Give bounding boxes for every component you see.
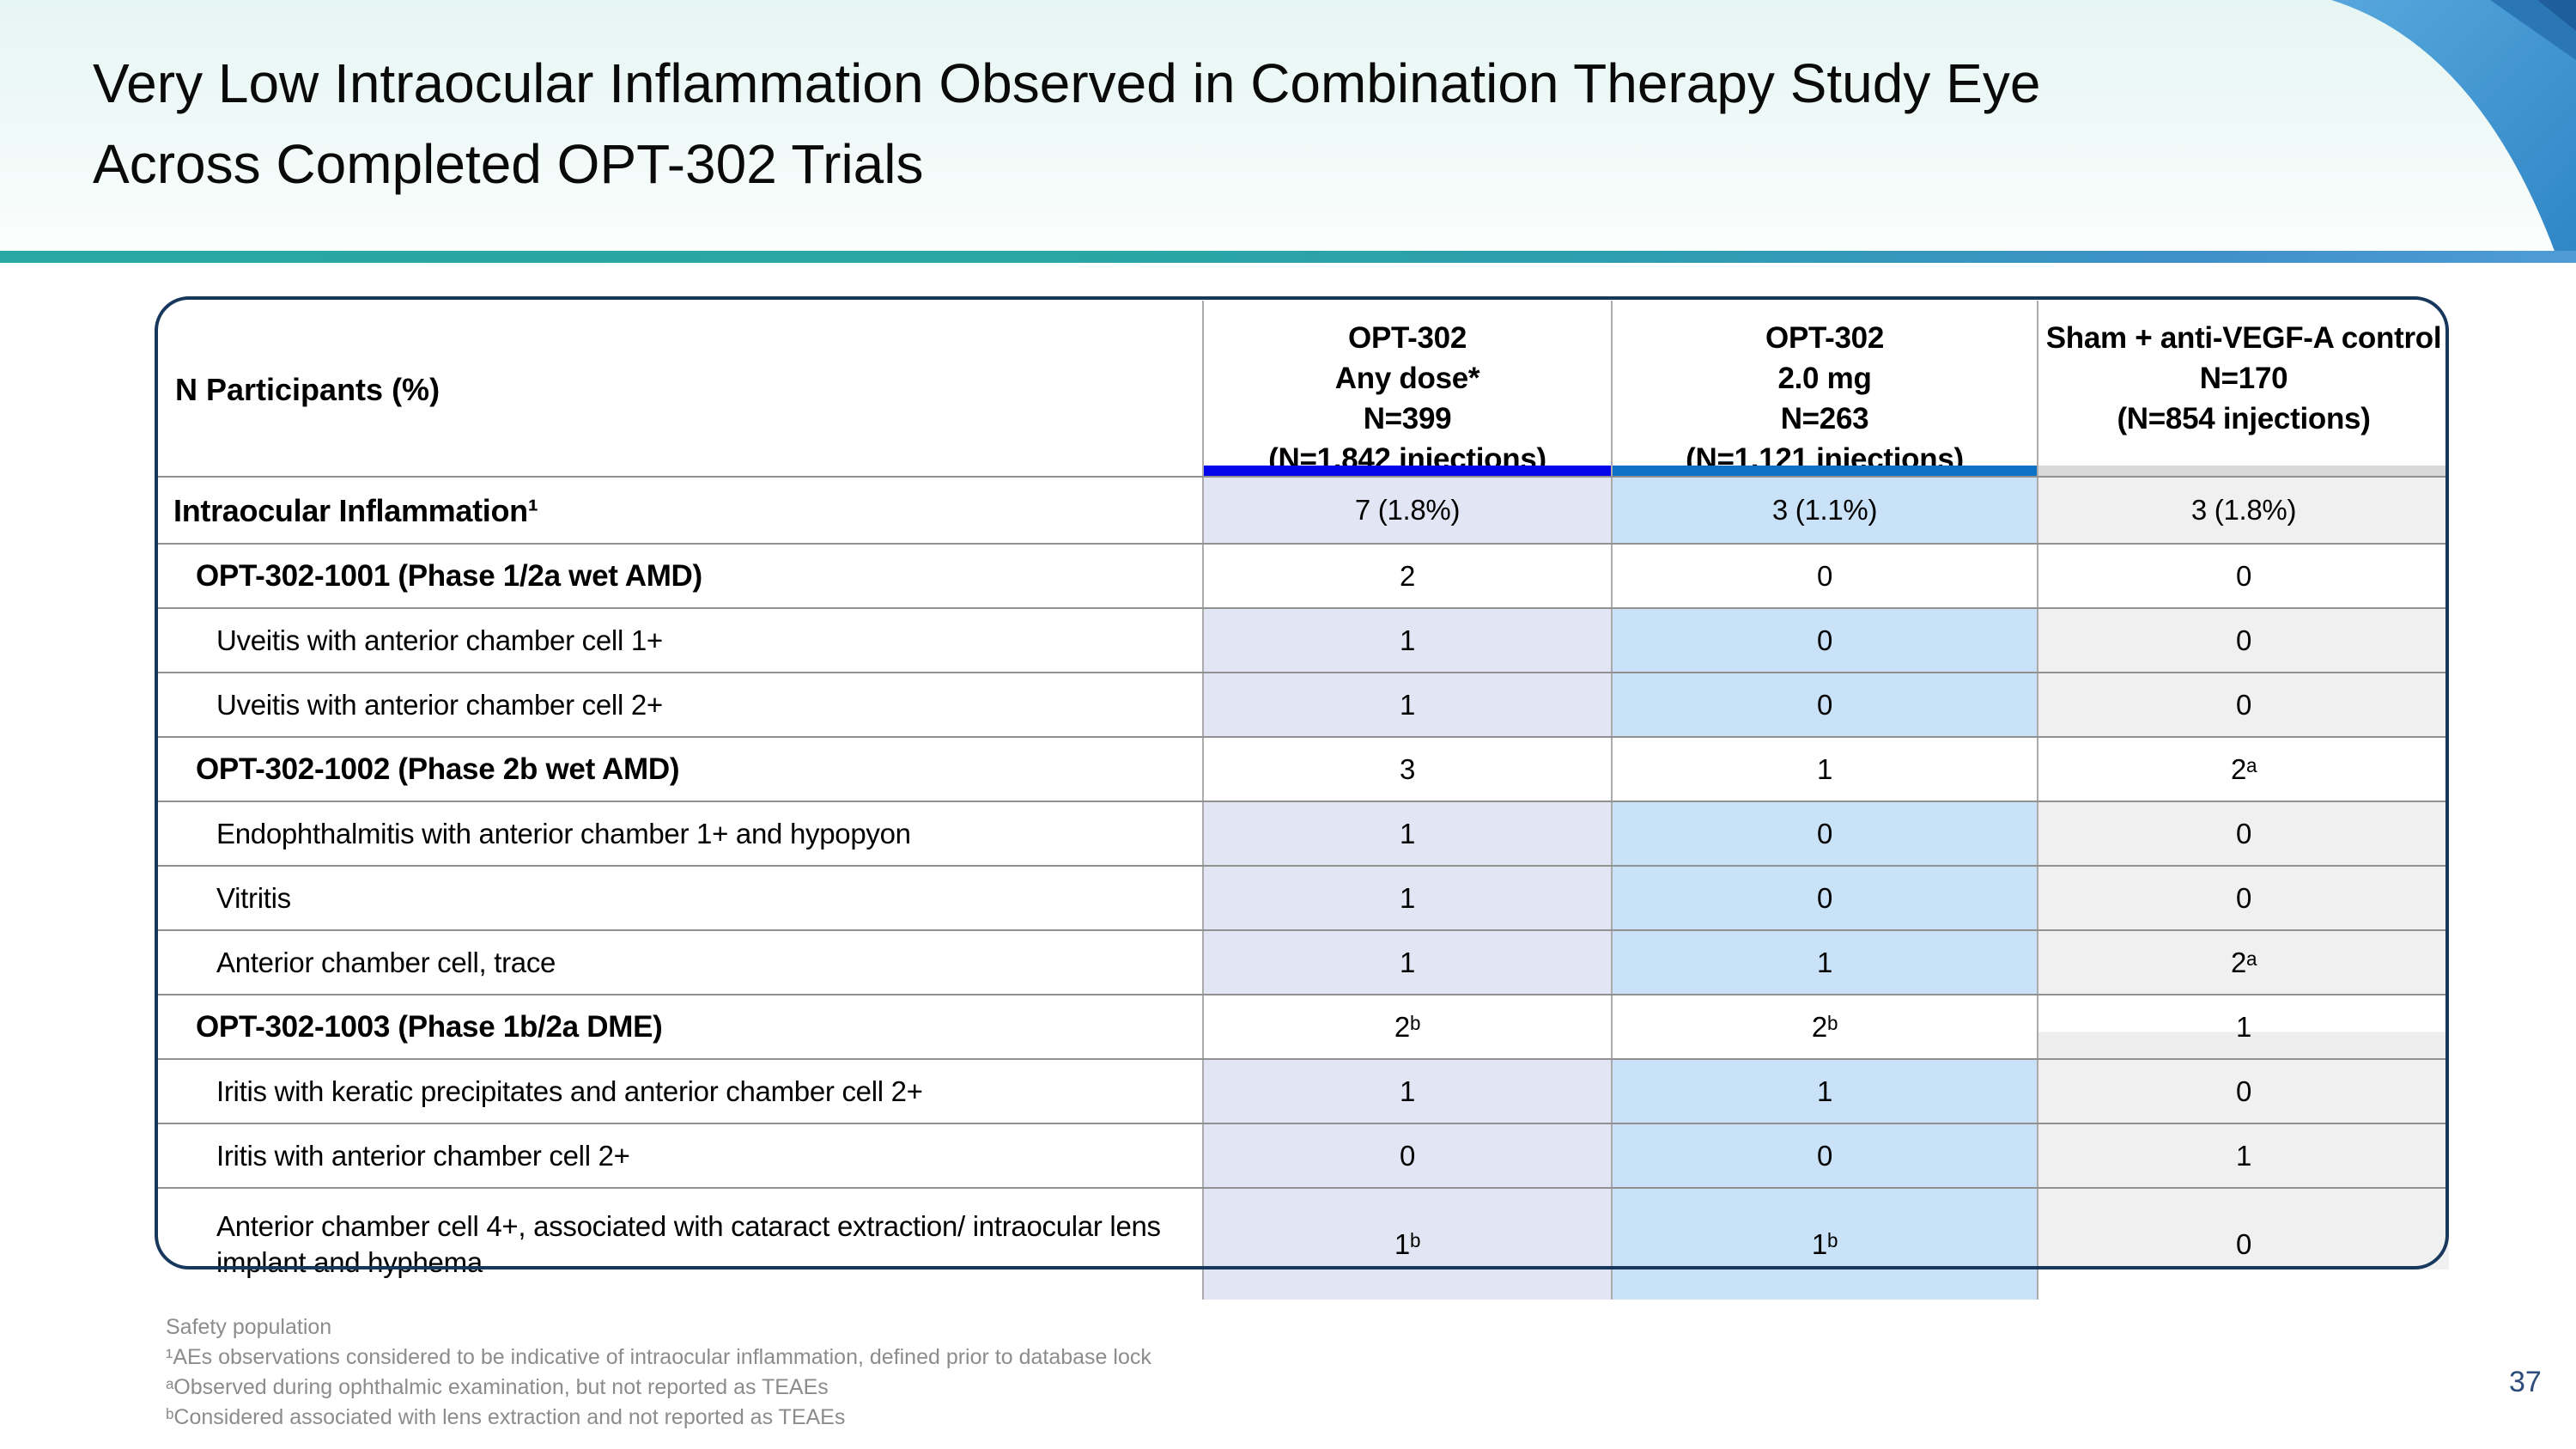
cell-value: 1 [1611, 738, 2037, 801]
cell-value: 1ᵇ [1611, 1189, 2037, 1300]
header-band: Very Low Intraocular Inflammation Observ… [0, 0, 2576, 263]
cell-value: 0 [1202, 1124, 1611, 1187]
row-label: OPT-302-1002 (Phase 2b wet AMD) [196, 752, 680, 786]
cell-value: 7 (1.8%) [1202, 478, 1611, 543]
row-label: Uveitis with anterior chamber cell 2+ [216, 688, 663, 721]
table-row: Iritis with anterior chamber cell 2+ 0 0 1 [155, 1123, 2449, 1187]
row-label: Anterior chamber cell, trace [216, 946, 556, 978]
cell-value: 0 [1611, 802, 2037, 865]
cell-value: 2ᵇ [1202, 995, 1611, 1058]
cell-value: 1 [1202, 931, 1611, 994]
table-row: Anterior chamber cell 4+, associated wit… [155, 1187, 2449, 1300]
cell-value: 1 [1611, 931, 2037, 994]
header-underline [1611, 466, 2037, 476]
table-header-row: N Participants (%) OPT-302 Any dose* N=399… [155, 301, 2449, 479]
cell-value: 3 [1202, 738, 1611, 801]
cell-value: 2ᵇ [1611, 995, 2037, 1058]
cell-value: 1 [1202, 802, 1611, 865]
cell-value: 1 [1611, 1060, 2037, 1123]
table-body: Intraocular Inflammation¹ 7 (1.8%) 3 (1.1%… [155, 476, 2449, 1300]
cell-value: 0 [2037, 867, 2449, 929]
cell-value: 2ᵃ [2037, 738, 2449, 801]
column-header: Sham + anti-VEGF-A control N=170 (N=854 in… [2037, 301, 2449, 479]
header-underline [1202, 466, 1611, 476]
row-label-header: N Participants (%) [175, 372, 440, 407]
cell-value: 0 [1611, 609, 2037, 672]
cell-value: 0 [1611, 867, 2037, 929]
column-header-line: Sham + anti-VEGF-A control [2045, 321, 2442, 355]
cell-value: 0 [2037, 673, 2449, 736]
cell-value: 1 [1202, 673, 1611, 736]
cell-value: 2 [1202, 545, 1611, 607]
column-header-line: N=170 [2199, 362, 2288, 395]
row-label: OPT-302-1003 (Phase 1b/2a DME) [196, 1009, 663, 1044]
slide-title: Very Low Intraocular Inflammation Observ… [93, 52, 2041, 195]
table-row: OPT-302-1003 (Phase 1b/2a DME) 2ᵇ 2ᵇ 1 [155, 994, 2449, 1058]
cell-value: 0 [1611, 545, 2037, 607]
row-label: Iritis with anterior chamber cell 2+ [216, 1139, 630, 1172]
safety-table: N Participants (%) OPT-302 Any dose* N=399… [155, 301, 2449, 1300]
column-header-line: (N=854 injections) [2117, 402, 2371, 435]
header-underline [2037, 466, 2449, 476]
underline-spacer [155, 466, 1202, 476]
column-header-line: 2.0 mg [1777, 362, 1872, 395]
footnotes: Safety population ¹AEs observations consi… [166, 1312, 1151, 1433]
cell-value: 0 [2037, 1060, 2449, 1123]
cell-value: 1 [1202, 867, 1611, 929]
table-row: OPT-302-1001 (Phase 1/2a wet AMD) 2 0 0 [155, 543, 2449, 607]
row-label: Uveitis with anterior chamber cell 1+ [216, 624, 663, 656]
table-row: Endophthalmitis with anterior chamber 1+… [155, 801, 2449, 865]
footnote-line: ᵃObserved during ophthalmic examination,… [166, 1375, 829, 1399]
cell-value: 0 [1611, 1124, 2037, 1187]
row-label: Endophthalmitis with anterior chamber 1+… [216, 817, 911, 849]
footnote-line: ᵇConsidered associated with lens extract… [166, 1405, 846, 1429]
cell-value: 3 (1.1%) [1611, 478, 2037, 543]
table-row: Vitritis 1 0 0 [155, 865, 2449, 929]
row-label: Anterior chamber cell 4+, associated wit… [216, 1210, 1161, 1278]
table-row: Anterior chamber cell, trace 1 1 2ᵃ [155, 929, 2449, 994]
page-number: 37 [2509, 1366, 2542, 1398]
column-header-line: OPT-302 [1348, 321, 1467, 355]
row-label: OPT-302-1001 (Phase 1/2a wet AMD) [196, 558, 702, 593]
footnote-line: ¹AEs observations considered to be indic… [166, 1345, 1151, 1369]
footnote-line: Safety population [166, 1315, 332, 1339]
cell-value: 0 [1611, 673, 2037, 736]
cell-value: 1 [2037, 995, 2449, 1058]
corner-swoosh-decoration [2331, 0, 2576, 263]
column-header: OPT-302 Any dose* N=399 (N=1,842 injections… [1202, 301, 1611, 479]
cell-value: 1ᵇ [1202, 1189, 1611, 1300]
table-row: Uveitis with anterior chamber cell 2+ 1 0 0 [155, 672, 2449, 736]
cell-value: 1 [1202, 609, 1611, 672]
column-header-line: OPT-302 [1765, 321, 1884, 355]
table-row: Uveitis with anterior chamber cell 1+ 1 0 0 [155, 607, 2449, 672]
header-underline-row [155, 466, 2449, 476]
cell-value: 0 [2037, 545, 2449, 607]
row-label: Intraocular Inflammation¹ [173, 492, 538, 528]
cell-value: 0 [2037, 1189, 2449, 1300]
column-header: OPT-302 2.0 mg N=263 (N=1,121 injections) [1611, 301, 2037, 479]
cell-value: 0 [2037, 802, 2449, 865]
cell-value: 0 [2037, 609, 2449, 672]
column-header-line: Any dose* [1334, 362, 1480, 395]
table-row: OPT-302-1002 (Phase 2b wet AMD) 3 1 2ᵃ [155, 736, 2449, 801]
accent-divider-bar [0, 251, 2576, 263]
cell-value: 3 (1.8%) [2037, 478, 2449, 543]
row-label: Vitritis [216, 881, 291, 914]
column-header-line: N=263 [1780, 402, 1869, 435]
cell-value: 2ᵃ [2037, 931, 2449, 994]
cell-value: 1 [2037, 1124, 2449, 1187]
table-row: Intraocular Inflammation¹ 7 (1.8%) 3 (1.1%… [155, 476, 2449, 543]
column-header-line: N=399 [1363, 402, 1452, 435]
cell-value: 1 [1202, 1060, 1611, 1123]
row-label: Iritis with keratic precipitates and ant… [216, 1075, 923, 1107]
table-row: Iritis with keratic precipitates and ant… [155, 1058, 2449, 1123]
